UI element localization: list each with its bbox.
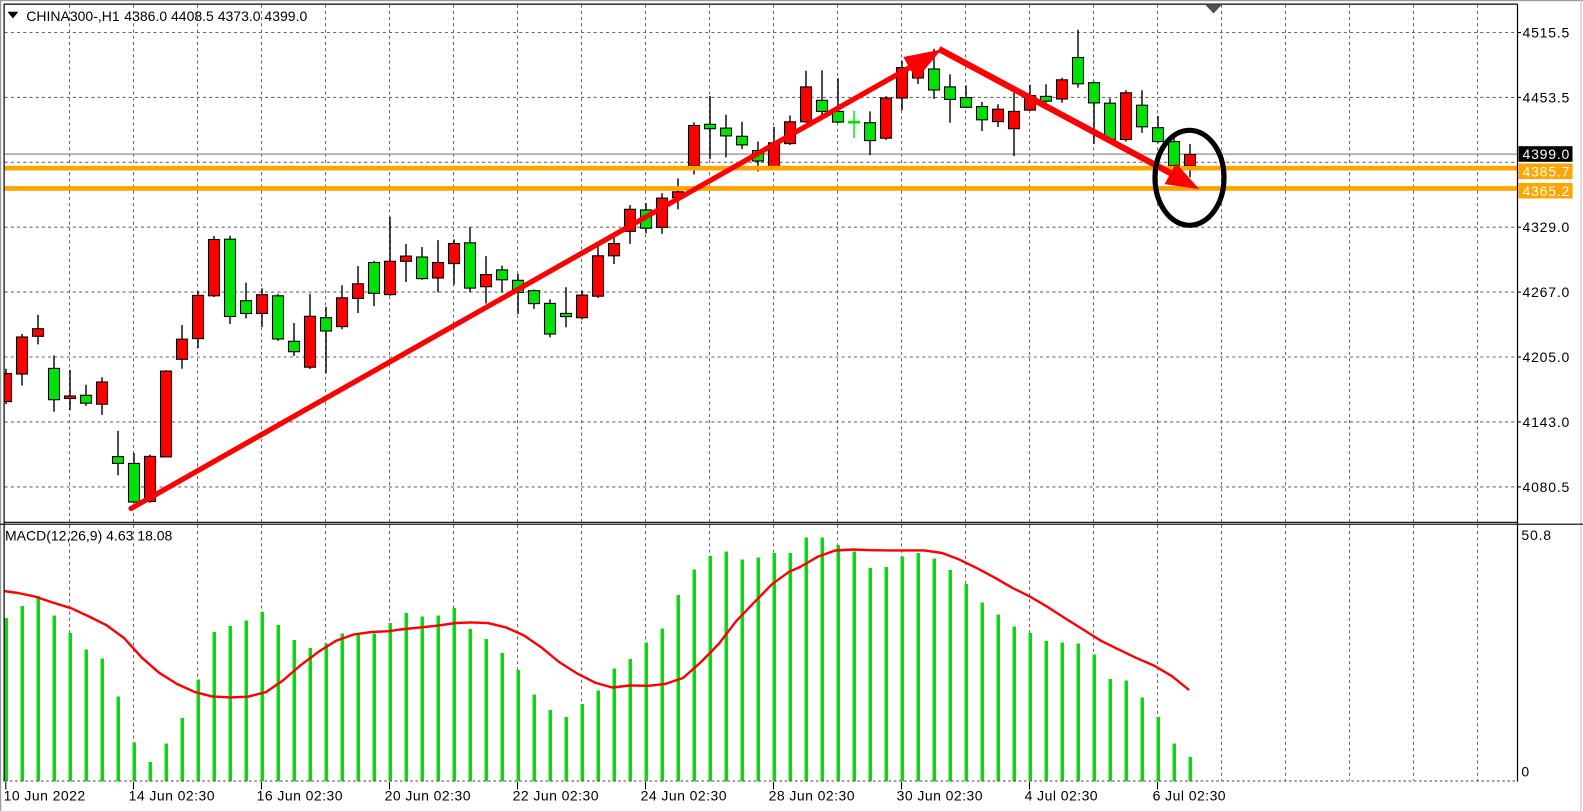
svg-text:MACD(12,26,9) 4.63 18.08: MACD(12,26,9) 4.63 18.08 [5,528,173,544]
svg-text:10 Jun 2022: 10 Jun 2022 [4,788,86,804]
svg-text:4515.5: 4515.5 [1523,25,1571,41]
svg-text:4143.0: 4143.0 [1523,414,1571,430]
svg-text:50.8: 50.8 [1521,527,1551,543]
svg-text:20 Jun 02:30: 20 Jun 02:30 [385,788,471,804]
svg-text:24 Jun 02:30: 24 Jun 02:30 [641,788,727,804]
svg-text:4386.0 4408.5 4373.0 4399.0: 4386.0 4408.5 4373.0 4399.0 [124,8,307,24]
svg-text:0: 0 [1521,764,1529,780]
svg-text:22 Jun 02:30: 22 Jun 02:30 [513,788,599,804]
svg-text:4385.7: 4385.7 [1523,163,1571,179]
svg-text:4267.0: 4267.0 [1523,284,1571,300]
svg-text:4365.2: 4365.2 [1523,183,1571,199]
svg-text:4080.5: 4080.5 [1523,479,1571,495]
svg-text:28 Jun 02:30: 28 Jun 02:30 [769,788,855,804]
svg-text:4453.5: 4453.5 [1523,89,1571,105]
svg-text:16 Jun 02:30: 16 Jun 02:30 [257,788,343,804]
svg-text:4205.0: 4205.0 [1523,349,1571,365]
svg-text:4329.0: 4329.0 [1523,219,1571,235]
svg-text:6 Jul 02:30: 6 Jul 02:30 [1153,788,1226,804]
svg-text:30 Jun 02:30: 30 Jun 02:30 [897,788,983,804]
svg-text:CHINA300-,H1: CHINA300-,H1 [26,8,120,24]
svg-text:4399.0: 4399.0 [1523,146,1571,162]
svg-text:14 Jun 02:30: 14 Jun 02:30 [129,788,215,804]
svg-text:4 Jul 02:30: 4 Jul 02:30 [1025,788,1098,804]
